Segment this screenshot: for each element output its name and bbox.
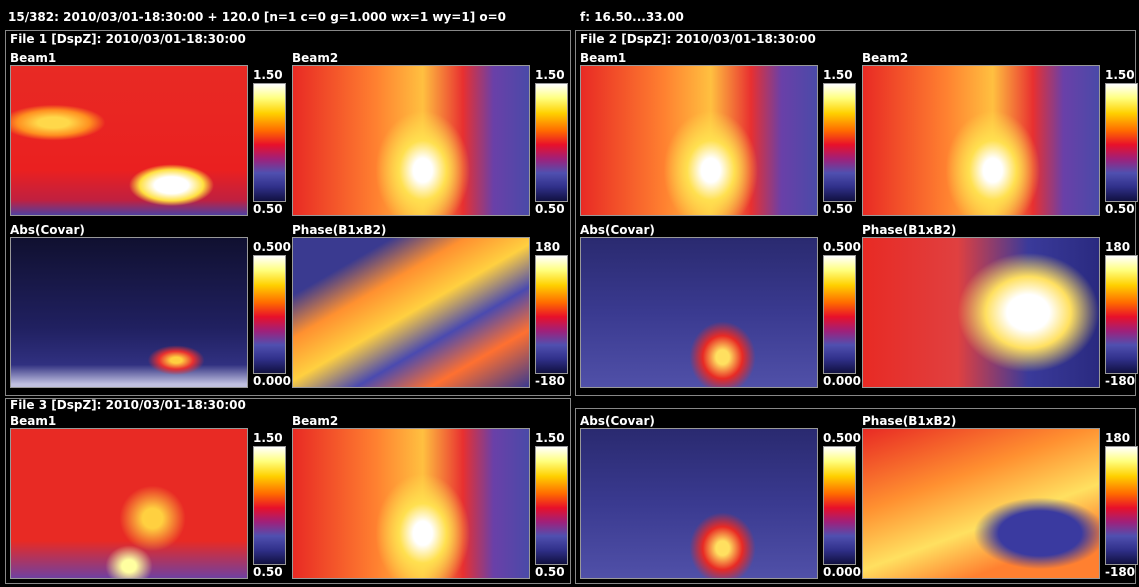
spectrogram	[292, 428, 530, 579]
scale-min: 0.000	[823, 374, 861, 388]
colorbar	[823, 83, 856, 202]
colorbar	[1105, 255, 1138, 374]
spectrogram	[10, 237, 248, 388]
panel-label: Beam2	[292, 414, 339, 428]
panel-label: Beam2	[862, 51, 909, 65]
panel-label: Abs(Covar)	[10, 223, 85, 237]
frequency-range: f: 16.50...33.00	[580, 10, 684, 24]
scale-max: 180	[1105, 431, 1131, 445]
scale-max: 1.50	[535, 68, 565, 82]
panel-label: Phase(B1xB2)	[292, 223, 387, 237]
scale-max: 0.500	[253, 240, 291, 254]
scale-min: 0.50	[823, 202, 853, 216]
scale-max: 1.50	[253, 68, 283, 82]
colorbar	[823, 255, 856, 374]
scale-min: 0.000	[823, 565, 861, 579]
scale-min: 0.000	[253, 374, 291, 388]
scale-max: 1.50	[823, 68, 853, 82]
panel-label: Beam1	[10, 414, 57, 428]
colorbar	[535, 446, 568, 565]
scale-min: 0.50	[1105, 202, 1135, 216]
spectrogram	[862, 65, 1100, 216]
scale-min: 0.50	[535, 202, 565, 216]
spectrogram	[580, 428, 818, 579]
scale-max: 0.500	[823, 240, 861, 254]
scale-min: -180	[1105, 565, 1136, 579]
panel-label: Abs(Covar)	[580, 414, 655, 428]
spectrogram	[292, 65, 530, 216]
spectrogram	[10, 65, 248, 216]
file-title: File 2 [DspZ]: 2010/03/01-18:30:00	[580, 32, 816, 46]
colorbar	[253, 446, 286, 565]
panel-label: Beam2	[292, 51, 339, 65]
colorbar	[535, 83, 568, 202]
spectrogram	[862, 428, 1100, 579]
scale-max: 1.50	[1105, 68, 1135, 82]
scale-max: 1.50	[253, 431, 283, 445]
spectrogram	[862, 237, 1100, 388]
panel-label: Beam1	[580, 51, 627, 65]
status-line: 15/382: 2010/03/01-18:30:00 + 120.0 [n=1…	[8, 10, 507, 24]
panel-label: Beam1	[10, 51, 57, 65]
colorbar	[1105, 446, 1138, 565]
scale-min: -180	[1105, 374, 1136, 388]
panel-label: Phase(B1xB2)	[862, 223, 957, 237]
scale-min: 0.50	[253, 202, 283, 216]
scale-max: 180	[1105, 240, 1131, 254]
colorbar	[1105, 83, 1138, 202]
file-frame	[575, 30, 1136, 396]
spectrogram	[10, 428, 248, 579]
file-frame	[5, 30, 571, 396]
spectrogram	[292, 237, 530, 388]
colorbar	[535, 255, 568, 374]
scale-min: -180	[535, 374, 566, 388]
panel-label: Phase(B1xB2)	[862, 414, 957, 428]
spectrogram	[580, 65, 818, 216]
spectrogram	[580, 237, 818, 388]
scale-max: 1.50	[535, 431, 565, 445]
colorbar	[253, 83, 286, 202]
scale-min: 0.50	[535, 565, 565, 579]
scale-min: 0.50	[253, 565, 283, 579]
colorbar	[823, 446, 856, 565]
panel-label: Abs(Covar)	[580, 223, 655, 237]
scale-max: 0.500	[823, 431, 861, 445]
file-frame	[5, 398, 571, 584]
file-title: File 3 [DspZ]: 2010/03/01-18:30:00	[10, 398, 246, 412]
file-title: File 1 [DspZ]: 2010/03/01-18:30:00	[10, 32, 246, 46]
colorbar	[253, 255, 286, 374]
scale-max: 180	[535, 240, 561, 254]
